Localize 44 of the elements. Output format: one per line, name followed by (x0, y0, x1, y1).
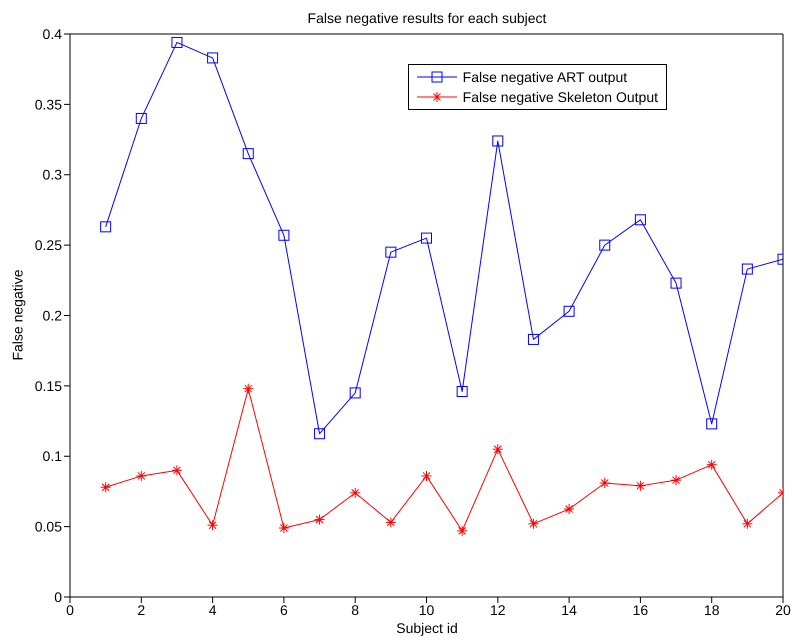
y-tick-label: 0.2 (42, 307, 62, 324)
point (492, 135, 504, 146)
point (100, 221, 112, 232)
point (314, 428, 326, 440)
chart-title: False negative results for each subject (306, 10, 548, 26)
point (634, 214, 646, 226)
x-tick-label: 4 (208, 602, 217, 618)
point (242, 148, 254, 160)
legend-label: False negative Skeleton Output (462, 89, 658, 105)
point (706, 418, 718, 430)
point (136, 112, 147, 124)
point (385, 246, 396, 258)
x-tick-label: 12 (490, 602, 506, 618)
x-tick-label: 20 (775, 602, 791, 618)
point (742, 264, 753, 275)
point (350, 387, 361, 398)
point (278, 230, 290, 241)
y-tick-label: 0.15 (34, 378, 62, 394)
point (171, 36, 182, 48)
point (599, 240, 610, 251)
point (528, 334, 539, 345)
x-tick-label: 14 (561, 602, 578, 618)
point (564, 306, 575, 317)
x-tick-label: 2 (137, 602, 146, 618)
y-axis-title: False negative (10, 269, 26, 361)
point (421, 232, 432, 244)
point (456, 386, 468, 398)
x-tick-label: 8 (351, 602, 360, 618)
x-tick-label: 10 (418, 602, 434, 618)
x-tick-label: 6 (280, 602, 288, 618)
point (207, 52, 218, 64)
y-tick-label: 0 (54, 588, 62, 605)
y-tick-label: 0.3 (42, 166, 62, 183)
y-tick-label: 0.25 (34, 237, 62, 254)
x-tick-label: 16 (632, 602, 648, 618)
point (670, 278, 682, 289)
x-axis-title: Subject id (395, 620, 459, 636)
y-tick-label: 0.4 (42, 26, 62, 42)
x-tick-label: 0 (66, 602, 74, 618)
y-tick-label: 0.05 (34, 518, 62, 535)
x-tick-label: 18 (704, 602, 720, 618)
legend-label: False negative ART output (462, 69, 628, 85)
y-tick-label: 0.1 (42, 448, 62, 464)
y-tick-label: 0.35 (34, 96, 62, 112)
